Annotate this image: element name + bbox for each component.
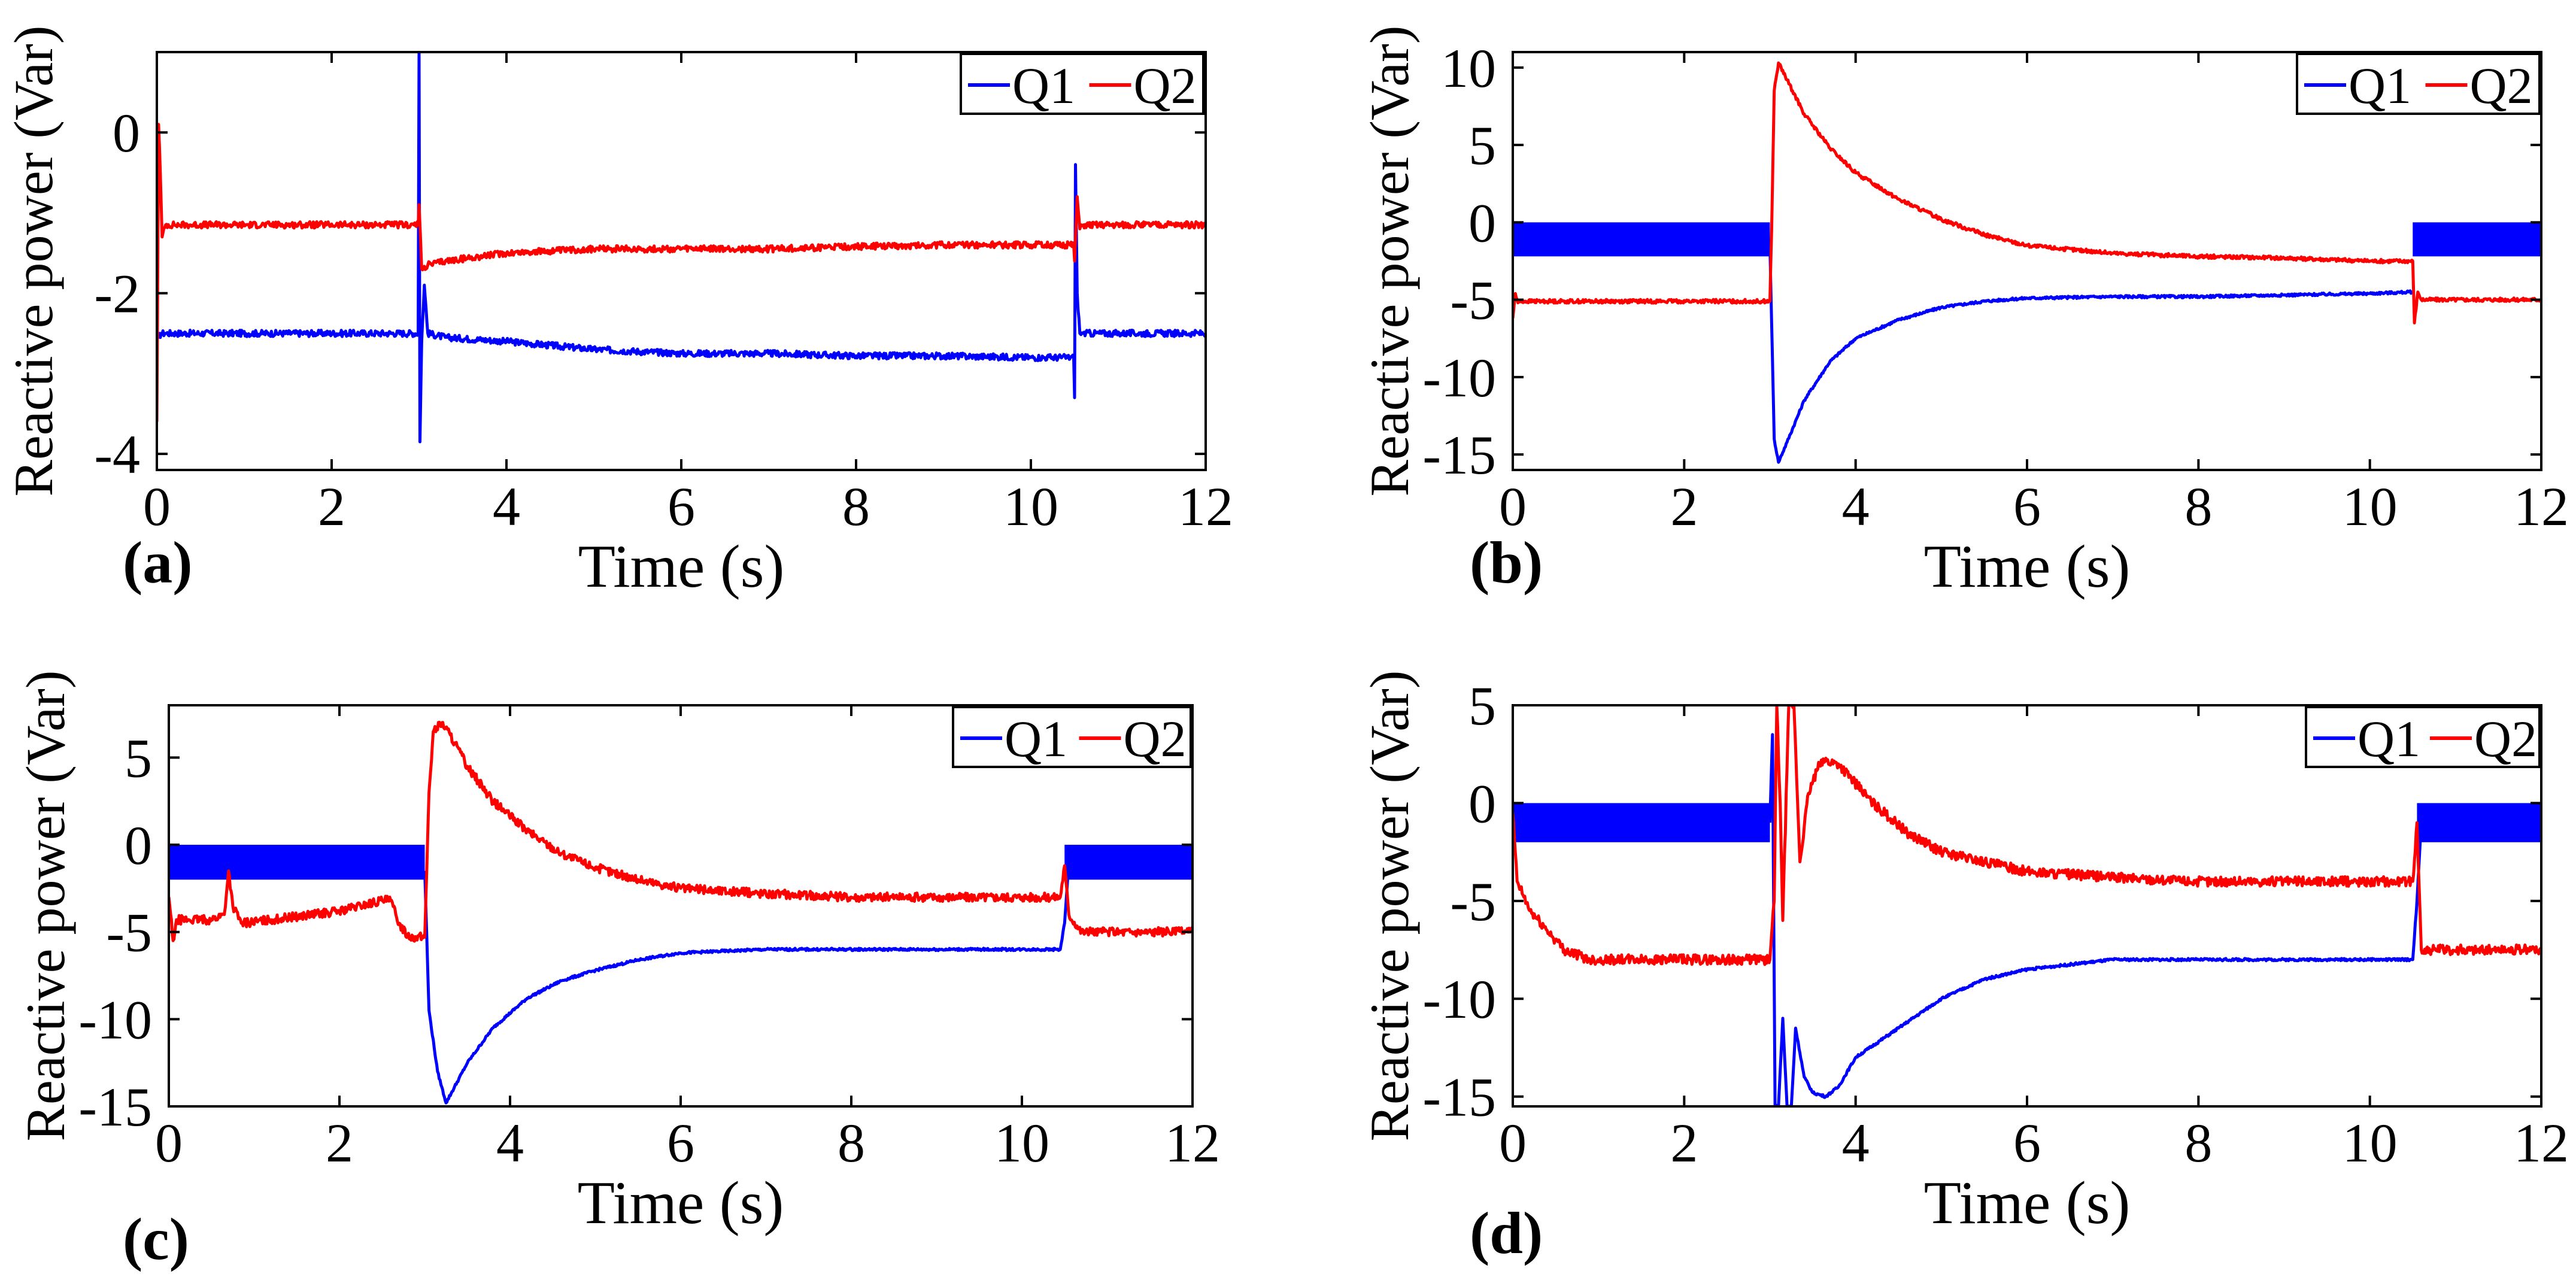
y-tick-label-c-0: -15: [78, 1076, 152, 1138]
x-tick-label-d-6: 12: [2514, 1112, 2569, 1173]
x-tick-label-a-5: 10: [1003, 476, 1058, 537]
y-tick-label-d-0: -15: [1422, 1067, 1496, 1128]
series-q1: [423, 862, 1070, 1105]
y-tick-label-b-0: -15: [1422, 424, 1496, 486]
series-q1-band-1: [1513, 222, 1770, 257]
y-axis-label-a: Reactive power (Var): [3, 26, 64, 497]
series-q2: [157, 123, 1206, 422]
y-tick-label-b-2: -5: [1450, 270, 1496, 331]
chart-b: 0 2 4 6 8 10 12 -15 -10 -5 0 5 10 Time (s) Reactive po…: [1359, 26, 2569, 600]
x-tick-label-c-4: 8: [838, 1112, 865, 1173]
legend-label-q2-b: Q2: [2470, 57, 2533, 114]
y-tick-label-d-1: -10: [1422, 969, 1496, 1030]
legend-label-q1-b: Q1: [2349, 57, 2411, 114]
chart-c: 0 2 4 6 8 10 12 -15 -10 -5 0 5 Time (s) Reactive powe…: [15, 671, 1220, 1237]
legend-label-q2-d: Q2: [2474, 710, 2537, 768]
x-tick-label-d-4: 8: [2184, 1112, 2212, 1173]
x-tick-label-c-2: 4: [496, 1112, 524, 1173]
series-q1-band-1: [169, 845, 425, 880]
x-axis-label-d: Time (s): [1924, 1169, 2131, 1237]
legend-label-q1-a: Q1: [1012, 57, 1075, 114]
x-axis-label-a: Time (s): [578, 533, 785, 600]
chart-a: 0 2 4 6 8 10 12 -4 -2 0 Time (s) Reactive power (Va…: [3, 26, 1233, 600]
y-tick-label-a-0: -4: [94, 424, 140, 485]
y-tick-label-b-5: 10: [1441, 38, 1496, 99]
x-tick-label-a-3: 6: [667, 476, 695, 537]
legend-label-q2-a: Q2: [1134, 57, 1197, 114]
plot-area-c: [169, 720, 1193, 1105]
x-tick-label-b-4: 8: [2184, 476, 2212, 537]
x-axis-label-b: Time (s): [1924, 533, 2131, 600]
legend-a: Q1 Q2: [960, 53, 1204, 115]
y-tick-label-a-1: -2: [94, 263, 140, 324]
series-q1-band-2: [1064, 845, 1193, 880]
plot-area-b: [1513, 61, 2541, 464]
x-tick-label-b-6: 12: [2514, 476, 2569, 537]
x-tick-label-b-3: 6: [2013, 476, 2041, 537]
x-tick-label-a-2: 4: [493, 476, 520, 537]
series-q1-band-1: [1513, 803, 1770, 842]
x-tick-label-b-2: 4: [1842, 476, 1870, 537]
y-axis-label-d: Reactive power (Var): [1359, 671, 1420, 1142]
x-tick-label-d-2: 4: [1842, 1112, 1870, 1173]
x-tick-label-d-0: 0: [1499, 1112, 1527, 1173]
y-tick-label-b-3: 0: [1468, 192, 1496, 253]
panel-label-d: (d): [1470, 1200, 1543, 1266]
panel-label-b: (b): [1470, 529, 1543, 596]
series-q1-band-2: [2417, 803, 2541, 842]
y-tick-label-a-2: 0: [113, 102, 140, 163]
x-tick-label-a-4: 8: [842, 476, 870, 537]
legend-d: Q1 Q2: [2305, 706, 2541, 768]
series-q1: [1768, 733, 2423, 1106]
y-tick-label-d-4: 5: [1468, 675, 1496, 736]
x-tick-label-d-1: 2: [1670, 1112, 1698, 1173]
x-tick-label-d-5: 10: [2343, 1112, 2398, 1173]
x-tick-label-c-6: 12: [1165, 1112, 1220, 1173]
y-axis-label-c: Reactive power (Var): [15, 671, 76, 1142]
chart-d: 0 2 4 6 8 10 12 -15 -10 -5 0 5 Time (s) Reactive powe…: [1359, 671, 2569, 1237]
x-tick-label-b-0: 0: [1499, 476, 1527, 537]
plot-area-a: [157, 52, 1206, 444]
panel-label-a: (a): [123, 529, 193, 596]
y-axis-label-b: Reactive power (Var): [1359, 26, 1420, 497]
x-tick-label-a-6: 12: [1178, 476, 1233, 537]
series-q1: [157, 52, 1206, 444]
series-q2: [1513, 61, 2541, 324]
plot-area-d: [1513, 705, 2541, 1106]
y-tick-label-c-2: -5: [106, 902, 152, 963]
panel-label-c: (c): [123, 1206, 189, 1272]
y-tick-label-c-3: 0: [125, 815, 152, 876]
legend-c: Q1 Q2: [952, 706, 1192, 768]
series-q2: [1513, 705, 2541, 966]
x-tick-label-c-5: 10: [994, 1112, 1049, 1173]
y-tick-label-b-4: 5: [1468, 115, 1496, 176]
series-q1: [1768, 245, 2414, 464]
y-tick-label-c-1: -10: [78, 989, 152, 1050]
x-tick-label-c-3: 6: [667, 1112, 694, 1173]
legend-b: Q1 Q2: [2296, 53, 2541, 115]
y-tick-label-c-4: 5: [125, 727, 152, 788]
series-q2: [169, 720, 1193, 943]
x-tick-label-a-1: 2: [318, 476, 345, 537]
y-tick-label-b-1: -10: [1422, 347, 1496, 408]
x-axis-label-c: Time (s): [578, 1169, 784, 1237]
legend-label-q1-d: Q1: [2357, 710, 2420, 768]
x-tick-label-b-1: 2: [1670, 476, 1698, 537]
x-tick-label-b-5: 10: [2343, 476, 2398, 537]
y-tick-label-d-3: 0: [1468, 773, 1496, 834]
legend-label-q2-c: Q2: [1124, 710, 1187, 768]
series-q1-band-2: [2413, 222, 2541, 257]
x-tick-label-c-0: 0: [155, 1112, 183, 1173]
y-tick-label-d-2: -5: [1450, 871, 1496, 932]
x-tick-label-a-0: 0: [143, 476, 171, 537]
legend-label-q1-c: Q1: [1005, 710, 1067, 768]
x-tick-label-d-3: 6: [2013, 1112, 2041, 1173]
x-tick-label-c-1: 2: [326, 1112, 353, 1173]
